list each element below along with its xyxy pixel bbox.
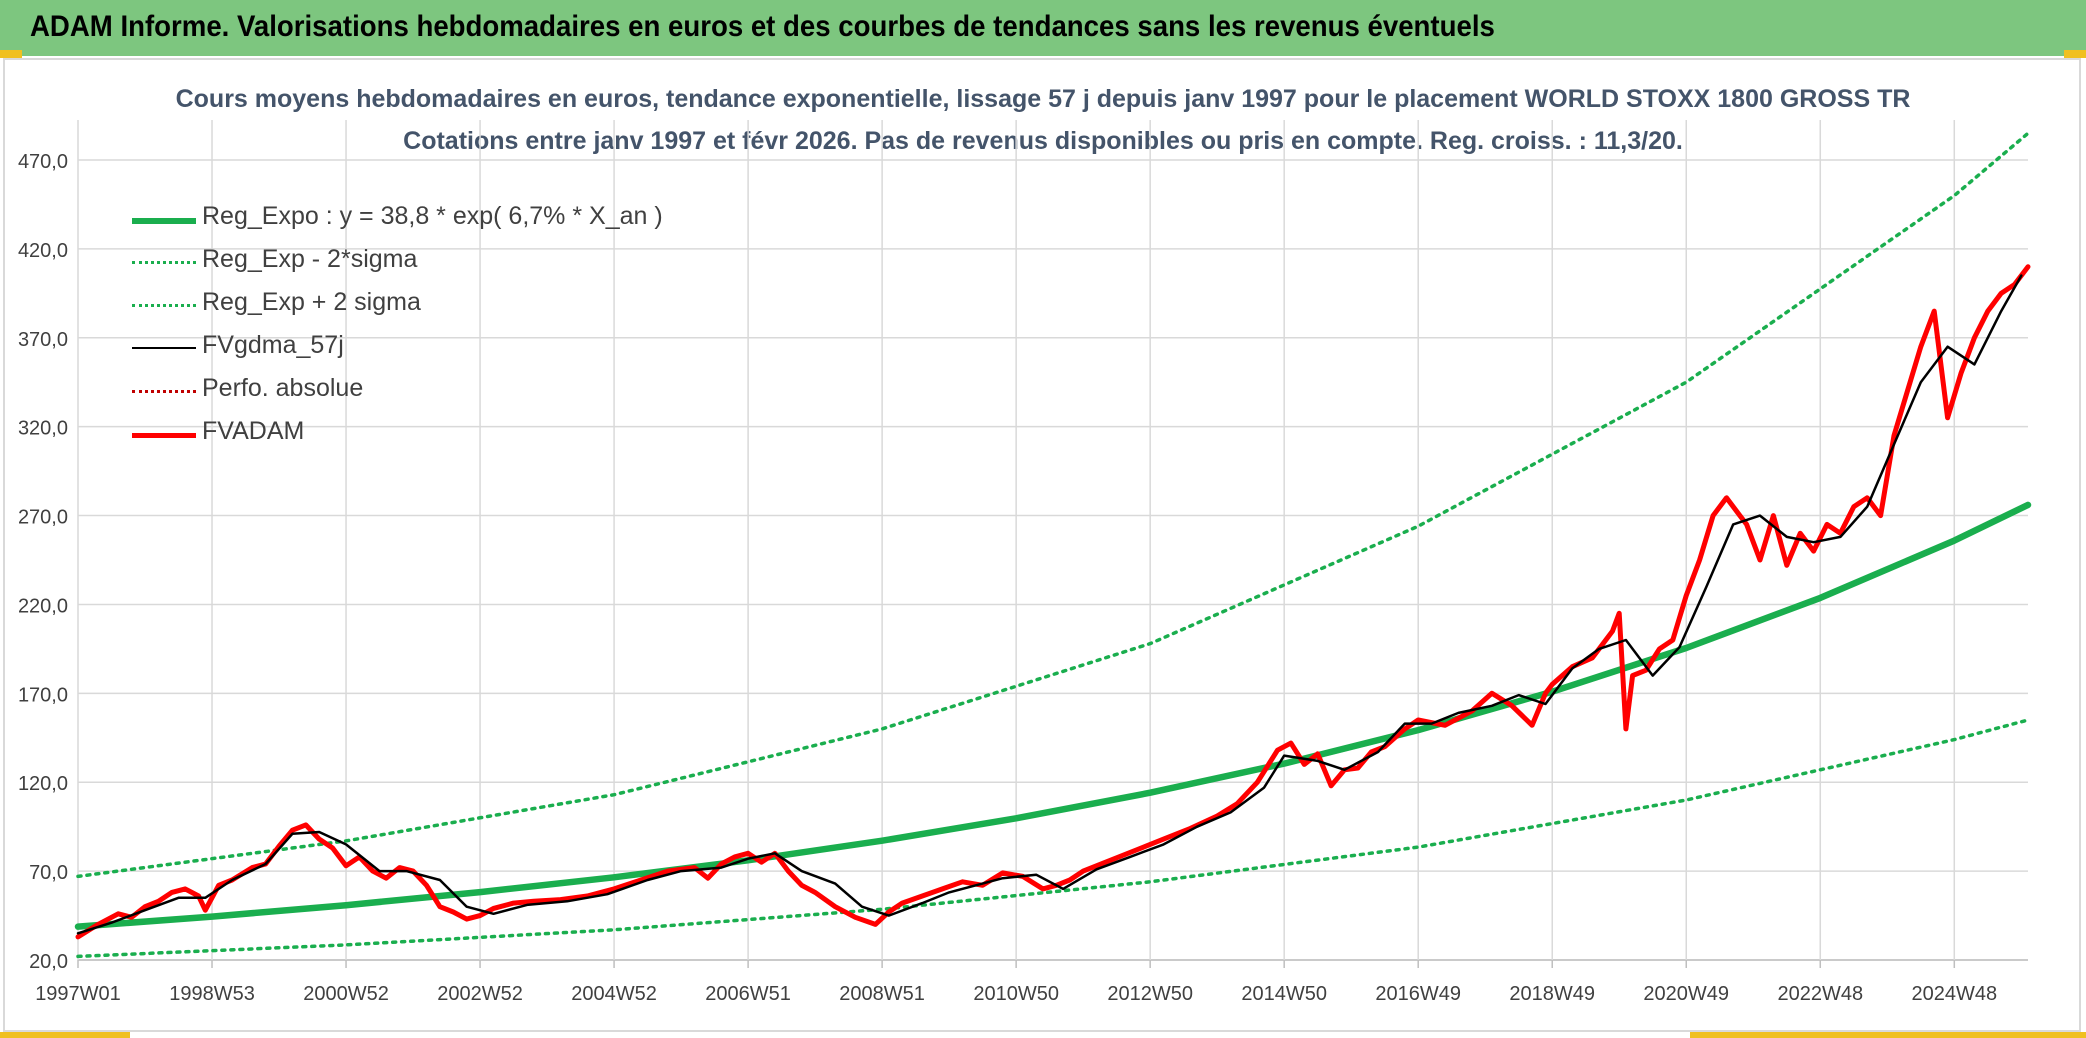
legend-label: Reg_Exp - 2*sigma (202, 245, 418, 273)
y-tick-label: 20,0 (29, 951, 68, 973)
y-tick-label: 220,0 (18, 595, 68, 617)
header-bar: ADAM Informe. Valorisations hebdomadaire… (0, 0, 2086, 56)
x-tick-label: 2008W51 (839, 983, 925, 1005)
x-tick-label: 2010W50 (973, 983, 1059, 1005)
series-line-5 (75, 264, 2031, 940)
y-tick-label: 370,0 (18, 329, 68, 351)
page-title: ADAM Informe. Valorisations hebdomadaire… (30, 10, 1495, 43)
legend-label: Perfo. absolue (202, 374, 364, 402)
legend-label: FVgdma_57j (202, 331, 344, 359)
legend-swatch (132, 261, 196, 264)
legend-label: Reg_Expo : y = 38,8 * exp( 6,7% * X_an ) (202, 202, 663, 230)
legend-swatch (132, 390, 196, 393)
legend-swatch (132, 433, 196, 438)
y-tick-label: 470,0 (18, 151, 68, 173)
series-line-1 (76, 718, 2030, 959)
legend-swatch (132, 218, 196, 224)
x-tick-label: 2016W49 (1375, 983, 1461, 1005)
x-tick-label: 2000W52 (303, 983, 389, 1005)
x-tick-label: 2012W50 (1107, 983, 1193, 1005)
y-tick-label: 170,0 (18, 684, 68, 706)
bottom-accent-left (0, 1032, 130, 1038)
chart-subtitle: Cotations entre janv 1997 et févr 2026. … (403, 127, 1683, 155)
y-tick-label: 270,0 (18, 507, 68, 529)
series-line-0 (74, 501, 2032, 930)
bottom-accent-right (1690, 1032, 2086, 1038)
chart-frame (3, 58, 2081, 1032)
y-tick-label: 420,0 (18, 240, 68, 262)
x-tick-label: 2004W52 (571, 983, 657, 1005)
legend-label: Reg_Exp + 2 sigma (202, 288, 421, 316)
y-tick-label: 320,0 (18, 418, 68, 440)
legend-swatch (132, 347, 196, 349)
x-tick-label: 2018W49 (1509, 983, 1595, 1005)
series-line-3 (76, 274, 2023, 935)
x-tick-label: 1998W53 (169, 983, 255, 1005)
x-tick-label: 2020W49 (1643, 983, 1729, 1005)
y-tick-label: 120,0 (18, 773, 68, 795)
series-line-2 (76, 131, 2030, 879)
chart-title: Cours moyens hebdomadaires en euros, ten… (175, 85, 1911, 113)
x-tick-label: 2022W48 (1777, 983, 1863, 1005)
corner-accent-right (2064, 50, 2086, 58)
x-tick-label: 2006W51 (705, 983, 791, 1005)
y-tick-label: 70,0 (29, 862, 68, 884)
x-tick-label: 1997W01 (35, 983, 121, 1005)
corner-accent-left (0, 50, 22, 58)
x-tick-label: 2002W52 (437, 983, 523, 1005)
legend-label: FVADAM (202, 417, 305, 445)
legend-swatch (132, 304, 196, 307)
x-tick-label: 2024W48 (1911, 983, 1997, 1005)
x-tick-label: 2014W50 (1241, 983, 1327, 1005)
